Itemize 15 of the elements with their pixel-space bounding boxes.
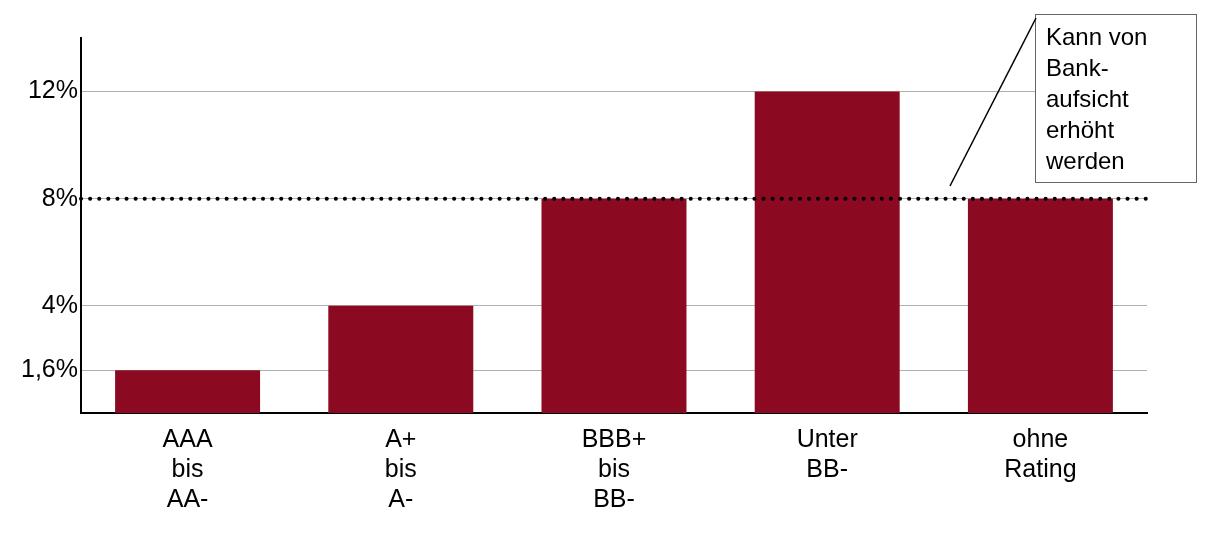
x-tick-label: BBB+ bis BB- bbox=[581, 423, 647, 512]
x-tick-label: A+ bis A- bbox=[384, 423, 417, 512]
x-tick-label: ohne Rating bbox=[1004, 423, 1077, 482]
y-tick-label: 12% bbox=[27, 75, 78, 104]
x-tick-label: Unter BB- bbox=[796, 423, 858, 482]
bar bbox=[328, 305, 474, 413]
y-tick-label: 8% bbox=[41, 182, 78, 211]
bar bbox=[115, 370, 261, 413]
bar bbox=[967, 198, 1113, 413]
y-tick-label: 1,6% bbox=[21, 354, 78, 383]
annotation: Kann von Bank-aufsicht erhöht werden bbox=[1035, 14, 1197, 183]
x-tick-label: AAA bis AA- bbox=[162, 423, 213, 512]
y-tick-label: 4% bbox=[41, 289, 78, 318]
bar bbox=[754, 91, 900, 413]
bar bbox=[541, 198, 687, 413]
